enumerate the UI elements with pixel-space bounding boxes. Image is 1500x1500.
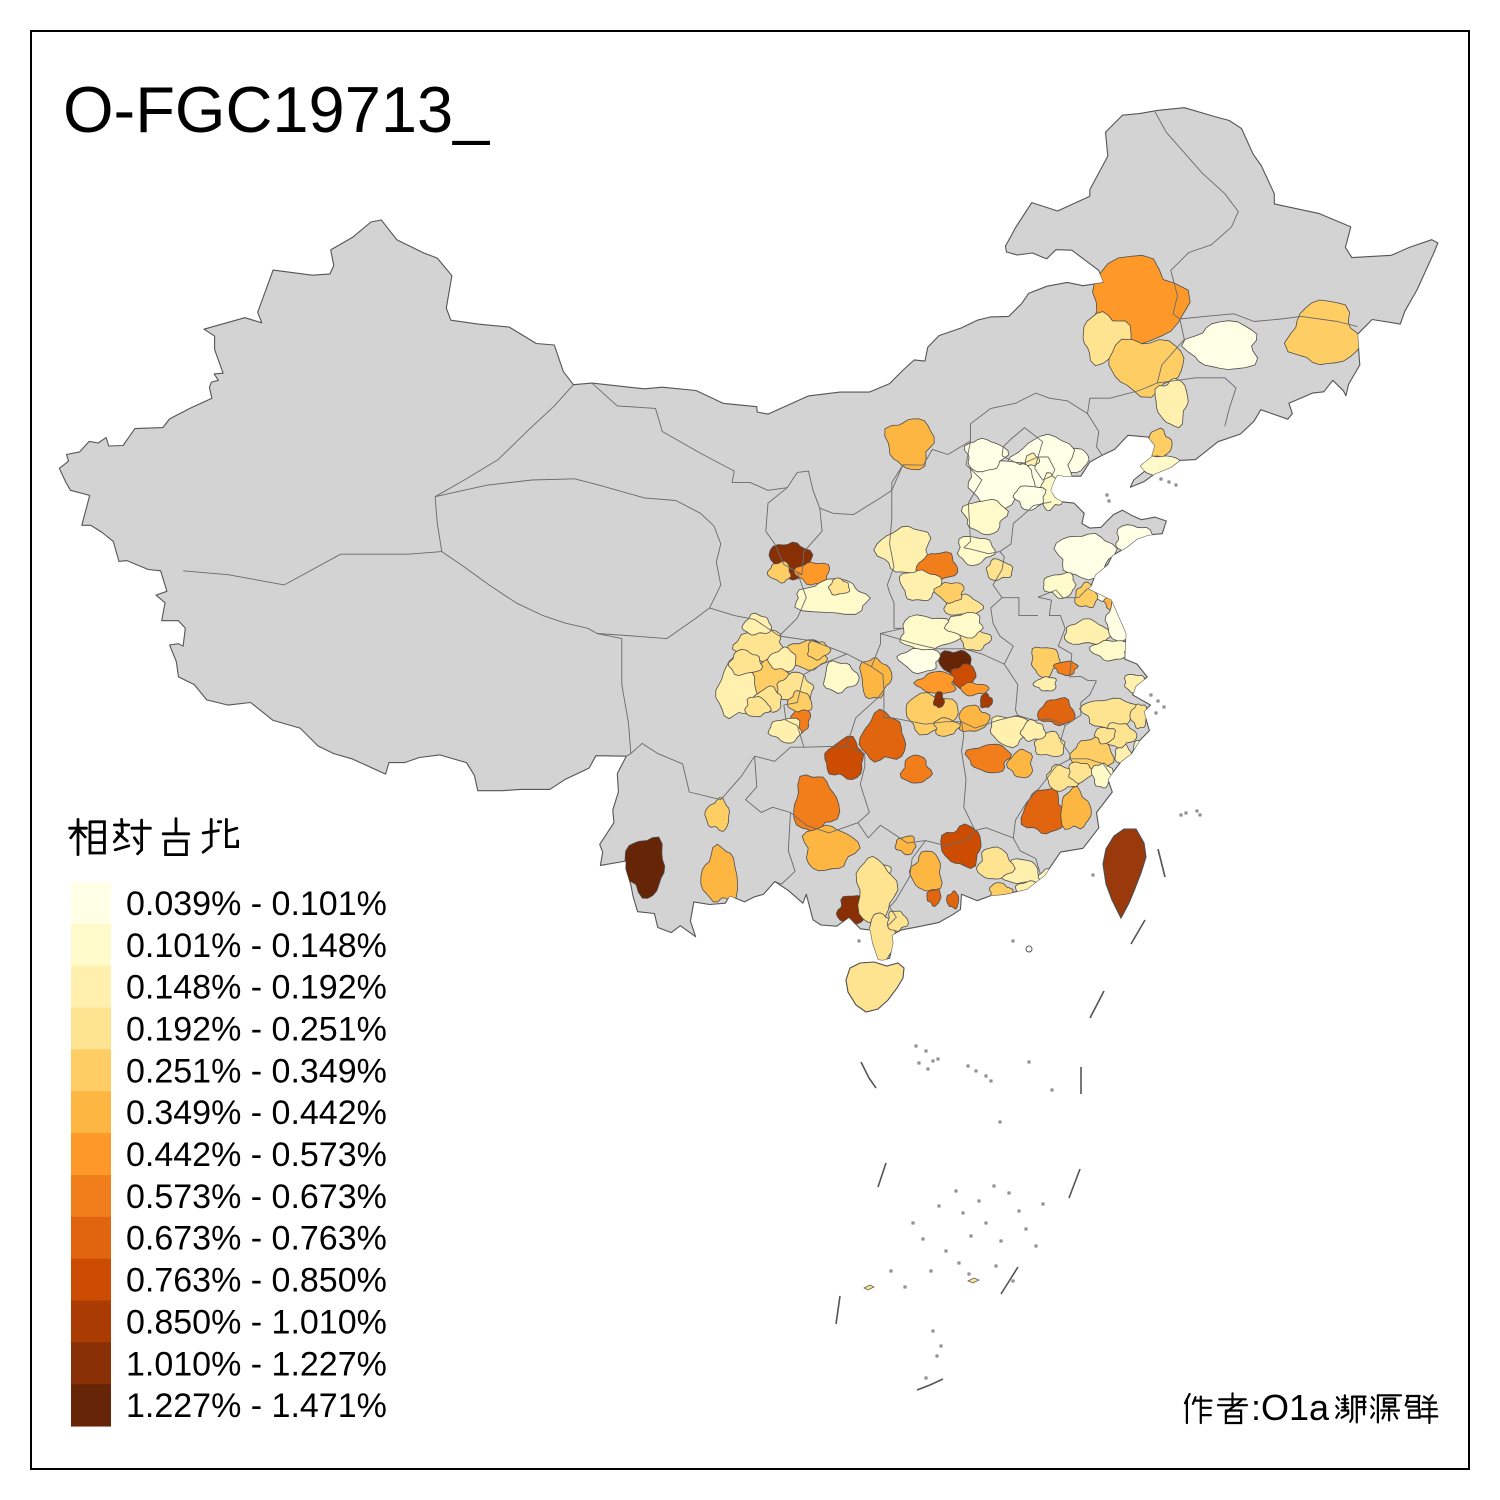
- svg-text:0.192% - 0.251%: 0.192% - 0.251%: [126, 1011, 387, 1049]
- svg-text::O1a: :O1a: [1251, 1387, 1330, 1428]
- svg-text:0.251% - 0.349%: 0.251% - 0.349%: [126, 1052, 387, 1090]
- svg-text:0.442% - 0.573%: 0.442% - 0.573%: [126, 1136, 387, 1174]
- svg-text:O-FGC19713_: O-FGC19713_: [63, 73, 490, 146]
- svg-text:0.148% - 0.192%: 0.148% - 0.192%: [126, 969, 387, 1007]
- svg-text:0.349% - 0.442%: 0.349% - 0.442%: [126, 1094, 387, 1132]
- svg-text:1.227% - 1.471%: 1.227% - 1.471%: [126, 1387, 387, 1425]
- svg-text:1.010% - 1.227%: 1.010% - 1.227%: [126, 1345, 387, 1383]
- svg-text:0.673% - 0.763%: 0.673% - 0.763%: [126, 1220, 387, 1258]
- svg-text:0.573% - 0.673%: 0.573% - 0.673%: [126, 1178, 387, 1216]
- svg-text:0.850% - 1.010%: 0.850% - 1.010%: [126, 1303, 387, 1341]
- svg-text:0.101% - 0.148%: 0.101% - 0.148%: [126, 927, 387, 965]
- svg-text:0.763% - 0.850%: 0.763% - 0.850%: [126, 1262, 387, 1300]
- svg-text:0.039% - 0.101%: 0.039% - 0.101%: [126, 885, 387, 923]
